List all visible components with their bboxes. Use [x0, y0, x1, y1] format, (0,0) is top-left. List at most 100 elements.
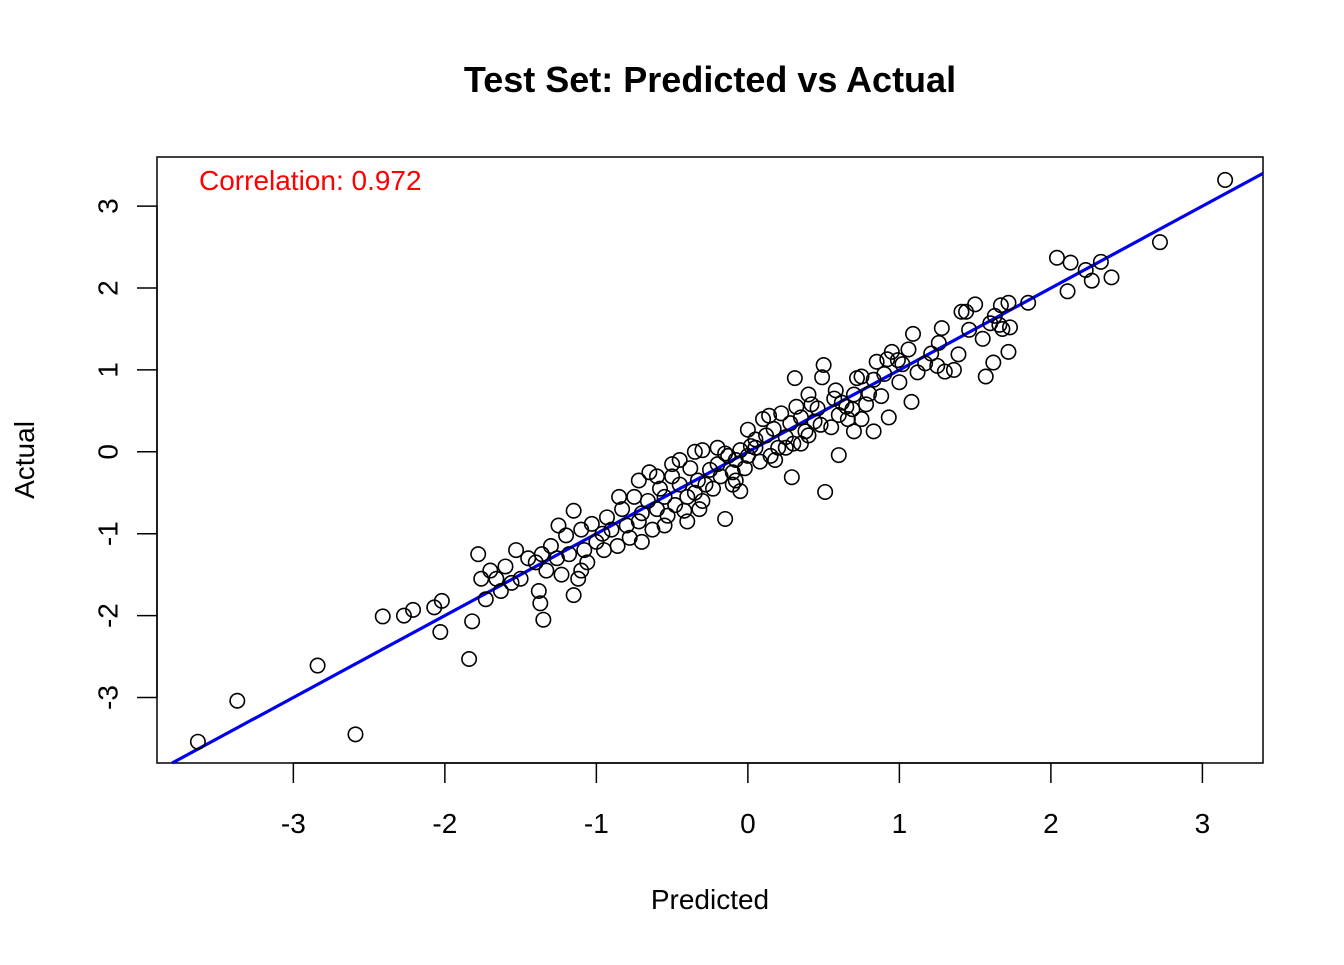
- data-point: [767, 451, 784, 468]
- data-point: [936, 363, 953, 380]
- data-point: [659, 507, 676, 524]
- x-tick-label: 3: [1195, 808, 1211, 839]
- data-point: [565, 587, 582, 604]
- data-point: [823, 419, 840, 436]
- data-point: [786, 370, 803, 387]
- data-point: [470, 546, 487, 563]
- data-point: [909, 364, 926, 381]
- data-point: [641, 464, 658, 481]
- data-point: [535, 611, 552, 628]
- data-point: [812, 416, 829, 433]
- data-point: [803, 396, 820, 413]
- data-point: [614, 501, 631, 518]
- data-point: [667, 497, 684, 514]
- data-point: [374, 608, 391, 625]
- data-point: [889, 352, 906, 369]
- data-point: [1059, 283, 1076, 300]
- data-point: [717, 510, 734, 527]
- data-point: [229, 692, 246, 709]
- data-point: [626, 488, 643, 505]
- data-point: [727, 472, 744, 489]
- data-point: [747, 439, 764, 456]
- data-point: [865, 423, 882, 440]
- data-point: [644, 521, 661, 538]
- data-point: [761, 407, 778, 424]
- data-point: [894, 356, 911, 373]
- data-point: [1083, 272, 1100, 289]
- data-point: [788, 398, 805, 415]
- data-point: [705, 480, 722, 497]
- data-point: [783, 469, 800, 486]
- data-point: [464, 613, 481, 630]
- data-point: [694, 442, 711, 459]
- data-point: [520, 550, 537, 567]
- data-point: [532, 595, 549, 612]
- data-point: [565, 502, 582, 519]
- data-point: [1077, 262, 1094, 279]
- data-point: [573, 521, 590, 538]
- data-point: [974, 330, 991, 347]
- x-axis-label: Predicted: [651, 884, 769, 915]
- y-axis: -3 -2 -1 0 1 2 3: [93, 198, 158, 710]
- data-point: [550, 517, 567, 534]
- data-point: [736, 460, 753, 477]
- plot-frame: [156, 156, 1264, 764]
- data-point: [482, 562, 499, 579]
- data-point: [777, 429, 794, 446]
- data-point: [879, 351, 896, 368]
- data-point: [656, 517, 673, 534]
- y-tick-label: 0: [93, 444, 124, 460]
- data-point: [503, 574, 520, 591]
- data-point: [689, 472, 706, 489]
- data-point: [845, 423, 862, 440]
- chart-title: Test Set: Predicted vs Actual: [464, 59, 956, 100]
- data-point: [652, 480, 669, 497]
- data-point: [633, 505, 650, 522]
- data-point: [573, 562, 590, 579]
- data-point: [347, 726, 364, 743]
- data-point: [633, 533, 650, 550]
- data-point: [777, 439, 794, 456]
- y-tick-label: 1: [93, 362, 124, 378]
- data-point: [395, 607, 412, 624]
- data-point: [609, 537, 626, 554]
- data-point: [800, 386, 817, 403]
- x-tick-label: 0: [740, 808, 756, 839]
- data-point: [717, 445, 734, 462]
- data-point: [595, 542, 612, 559]
- data-point: [773, 405, 790, 422]
- data-point: [830, 447, 847, 464]
- data-point: [697, 476, 714, 493]
- data-point: [1020, 294, 1037, 311]
- data-point: [950, 346, 967, 363]
- data-point: [611, 488, 628, 505]
- y-tick-label: -1: [93, 521, 124, 546]
- data-point: [561, 546, 578, 563]
- data-point: [986, 307, 1003, 324]
- data-point: [1000, 294, 1017, 311]
- data-point: [405, 601, 422, 618]
- data-point: [558, 527, 575, 544]
- data-point: [701, 461, 718, 478]
- data-point: [676, 502, 693, 519]
- data-point: [848, 370, 865, 387]
- y-tick-label: 2: [93, 280, 124, 296]
- data-point: [1062, 254, 1079, 271]
- data-point: [682, 460, 699, 477]
- x-axis: -3 -2 -1 0 1 2 3: [281, 762, 1211, 839]
- data-point: [694, 492, 711, 509]
- data-point: [961, 321, 978, 338]
- data-point: [1217, 171, 1234, 188]
- data-point: [542, 537, 559, 554]
- data-point: [826, 390, 843, 407]
- y-tick-label: 3: [93, 198, 124, 214]
- points-group: [189, 171, 1234, 750]
- data-point: [977, 368, 994, 385]
- y-tick-label: -2: [93, 603, 124, 628]
- data-point: [900, 341, 917, 358]
- data-point: [873, 388, 890, 405]
- data-point: [686, 443, 703, 460]
- data-point: [671, 451, 688, 468]
- data-point: [1001, 319, 1018, 336]
